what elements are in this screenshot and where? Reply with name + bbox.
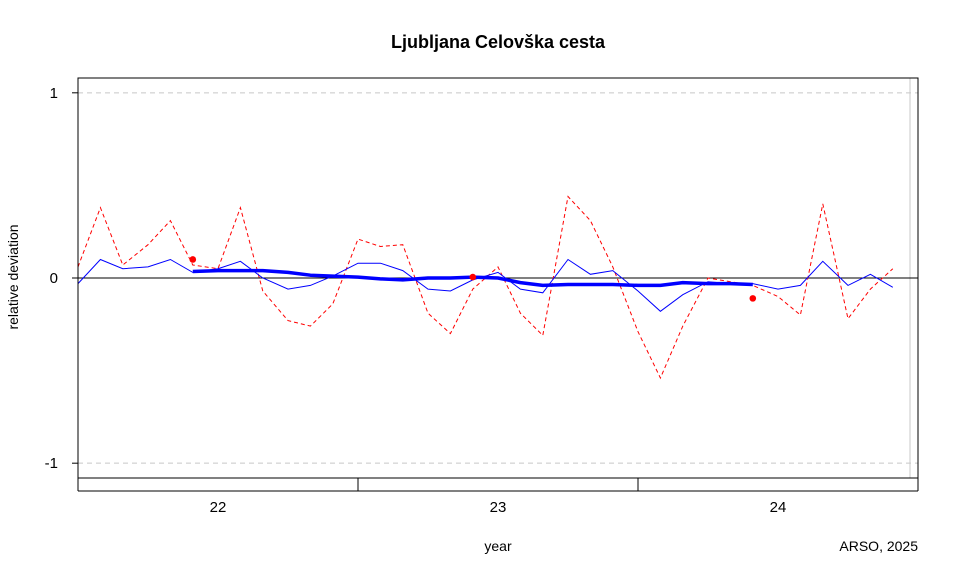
series-4-point <box>469 273 477 281</box>
x-axis: 22 23 24 <box>77 478 919 516</box>
series-2-line <box>77 258 894 312</box>
series-1-line <box>77 195 894 380</box>
y-tick-label: -1 <box>45 455 58 472</box>
y-tick-label: 0 <box>50 270 58 287</box>
y-tick-label: 1 <box>50 85 58 102</box>
y-axis-label: relative deviation <box>5 224 21 329</box>
series-4-point <box>189 256 197 263</box>
series-layer <box>77 195 894 380</box>
series-4-point <box>749 295 757 302</box>
y-axis: 1 0 -1 <box>45 85 78 472</box>
x-tick-label: 24 <box>770 499 787 516</box>
x-axis-label: year <box>484 538 512 554</box>
chart-title: Ljubljana Celovška cesta <box>391 32 606 52</box>
credit-label: ARSO, 2025 <box>839 538 918 554</box>
x-tick-label: 22 <box>210 499 227 516</box>
x-tick-label: 23 <box>490 499 507 516</box>
